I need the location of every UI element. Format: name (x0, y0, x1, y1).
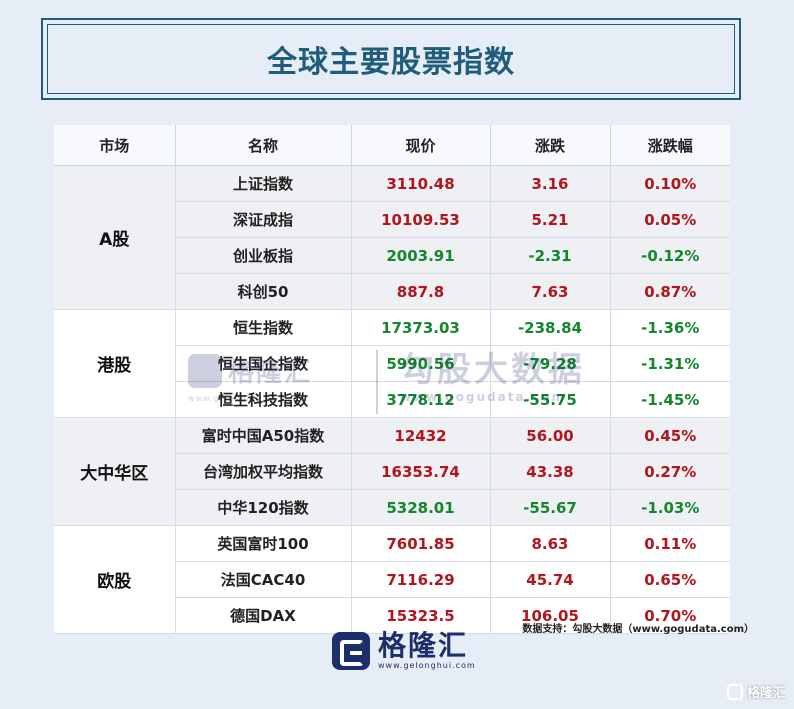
index-name-cell: 法国CAC40 (174, 561, 351, 598)
table-row: 港股 恒生指数 17373.03 -238.84 -1.36% (54, 309, 730, 418)
change-cell: 7.63 (489, 273, 610, 310)
corner-g-icon (726, 683, 743, 700)
pct-cell: 0.87% (609, 273, 730, 310)
table-row: 恒生国企指数 5990.56 -79.28 -1.31% (54, 345, 730, 382)
change-cell: 8.63 (489, 525, 610, 562)
pct-cell: -1.36% (609, 309, 730, 346)
table-row: 中华120指数 5328.01 -55.67 -1.03% (54, 489, 730, 526)
table-row: 欧股 英国富时100 7601.85 8.63 0.11% (54, 525, 730, 634)
change-cell: 56.00 (489, 417, 610, 454)
pct-cell: 0.27% (609, 453, 730, 490)
market-cell: 港股 (54, 309, 175, 418)
pct-cell: 0.45% (609, 417, 730, 454)
table-row: 创业板指 2003.91 -2.31 -0.12% (54, 237, 730, 274)
pct-cell: -1.45% (609, 381, 730, 418)
index-name-cell: 创业板指 (174, 237, 351, 274)
market-cell: 大中华区 (54, 417, 175, 526)
index-name-cell: 德国DAX (174, 597, 351, 634)
corner-watermark-text: 格隆汇 (746, 686, 786, 701)
pct-cell: -1.31% (609, 345, 730, 382)
corner-watermark: 格隆汇 (726, 682, 786, 701)
change-cell: 3.16 (489, 165, 610, 202)
pct-cell: 0.65% (609, 561, 730, 598)
table-row: 台湾加权平均指数 16353.74 43.38 0.27% (54, 453, 730, 490)
index-name-cell: 中华120指数 (174, 489, 351, 526)
index-name-cell: 恒生科技指数 (174, 381, 351, 418)
pct-cell: 0.11% (609, 525, 730, 562)
title-banner: 全球主要股票指数 (41, 18, 741, 100)
change-cell: 5.21 (489, 201, 610, 238)
price-cell: 16353.74 (350, 453, 490, 490)
table-row: A股 上证指数 3110.48 3.16 0.10% (54, 165, 730, 310)
price-cell: 5328.01 (350, 489, 490, 526)
pct-cell: -1.03% (609, 489, 730, 526)
price-cell: 15323.5 (350, 597, 490, 634)
index-table-container: 市场 名称 现价 涨跌 涨跌幅 A股 上证指数 3110.48 3.16 0.10% 深证… (54, 125, 730, 634)
index-table: 市场 名称 现价 涨跌 涨跌幅 A股 上证指数 3110.48 3.16 0.10% 深证… (54, 125, 730, 634)
price-cell: 17373.03 (350, 309, 490, 346)
index-name-cell: 英国富时100 (174, 525, 351, 562)
index-name-cell: 科创50 (174, 273, 351, 310)
price-cell: 2003.91 (350, 237, 490, 274)
logo-name: 格隆汇 (378, 629, 469, 662)
table-header-row: 市场 名称 现价 涨跌 涨跌幅 (54, 125, 730, 166)
pct-cell: 0.05% (609, 201, 730, 238)
data-source-note: 数据支持：勾股大数据（www.gogudata.com） (522, 624, 754, 635)
index-name-cell: 台湾加权平均指数 (174, 453, 351, 490)
market-cell: A股 (54, 165, 175, 310)
header-price: 现价 (350, 125, 490, 166)
pct-cell: 0.70% (609, 597, 730, 634)
price-cell: 12432 (350, 417, 490, 454)
change-cell: -55.67 (489, 489, 610, 526)
logo-url: www.gelonghui.com (378, 661, 476, 670)
index-name-cell: 深证成指 (174, 201, 351, 238)
gelonghui-g-icon (332, 631, 370, 670)
change-cell: 43.38 (489, 453, 610, 490)
change-cell: -2.31 (489, 237, 610, 274)
price-cell: 10109.53 (350, 201, 490, 238)
change-cell: -55.75 (489, 381, 610, 418)
logo-text-block: 格隆汇 www.gelonghui.com (378, 629, 476, 671)
price-cell: 7116.29 (350, 561, 490, 598)
pct-cell: 0.10% (609, 165, 730, 202)
page-title: 全球主要股票指数 (267, 45, 515, 80)
table-row: 深证成指 10109.53 5.21 0.05% (54, 201, 730, 238)
change-cell: 106.05 (489, 597, 610, 634)
change-cell: -238.84 (489, 309, 610, 346)
title-inner-frame: 全球主要股票指数 (47, 24, 735, 94)
header-pct: 涨跌幅 (609, 125, 730, 166)
index-name-cell: 恒生指数 (174, 309, 351, 346)
pct-cell: -0.12% (609, 237, 730, 274)
header-market: 市场 (54, 125, 175, 166)
price-cell: 3778.12 (350, 381, 490, 418)
table-row: 大中华区 富时中国A50指数 12432 56.00 0.45% (54, 417, 730, 526)
price-cell: 887.8 (350, 273, 490, 310)
header-change: 涨跌 (489, 125, 610, 166)
index-name-cell: 富时中国A50指数 (174, 417, 351, 454)
price-cell: 7601.85 (350, 525, 490, 562)
table-row: 科创50 887.8 7.63 0.87% (54, 273, 730, 310)
index-name-cell: 恒生国企指数 (174, 345, 351, 382)
index-name-cell: 上证指数 (174, 165, 351, 202)
change-cell: -79.28 (489, 345, 610, 382)
price-cell: 3110.48 (350, 165, 490, 202)
table-body: A股 上证指数 3110.48 3.16 0.10% 深证成指 10109.53 5.21 0.… (54, 165, 730, 634)
table-row: 德国DAX 15323.5 106.05 0.70% (54, 597, 730, 634)
table-row: 恒生科技指数 3778.12 -55.75 -1.45% (54, 381, 730, 418)
market-cell: 欧股 (54, 525, 175, 634)
gelonghui-logo: 格隆汇 www.gelonghui.com (332, 631, 476, 670)
change-cell: 45.74 (489, 561, 610, 598)
header-name: 名称 (174, 125, 351, 166)
price-cell: 5990.56 (350, 345, 490, 382)
table-row: 法国CAC40 7116.29 45.74 0.65% (54, 561, 730, 598)
